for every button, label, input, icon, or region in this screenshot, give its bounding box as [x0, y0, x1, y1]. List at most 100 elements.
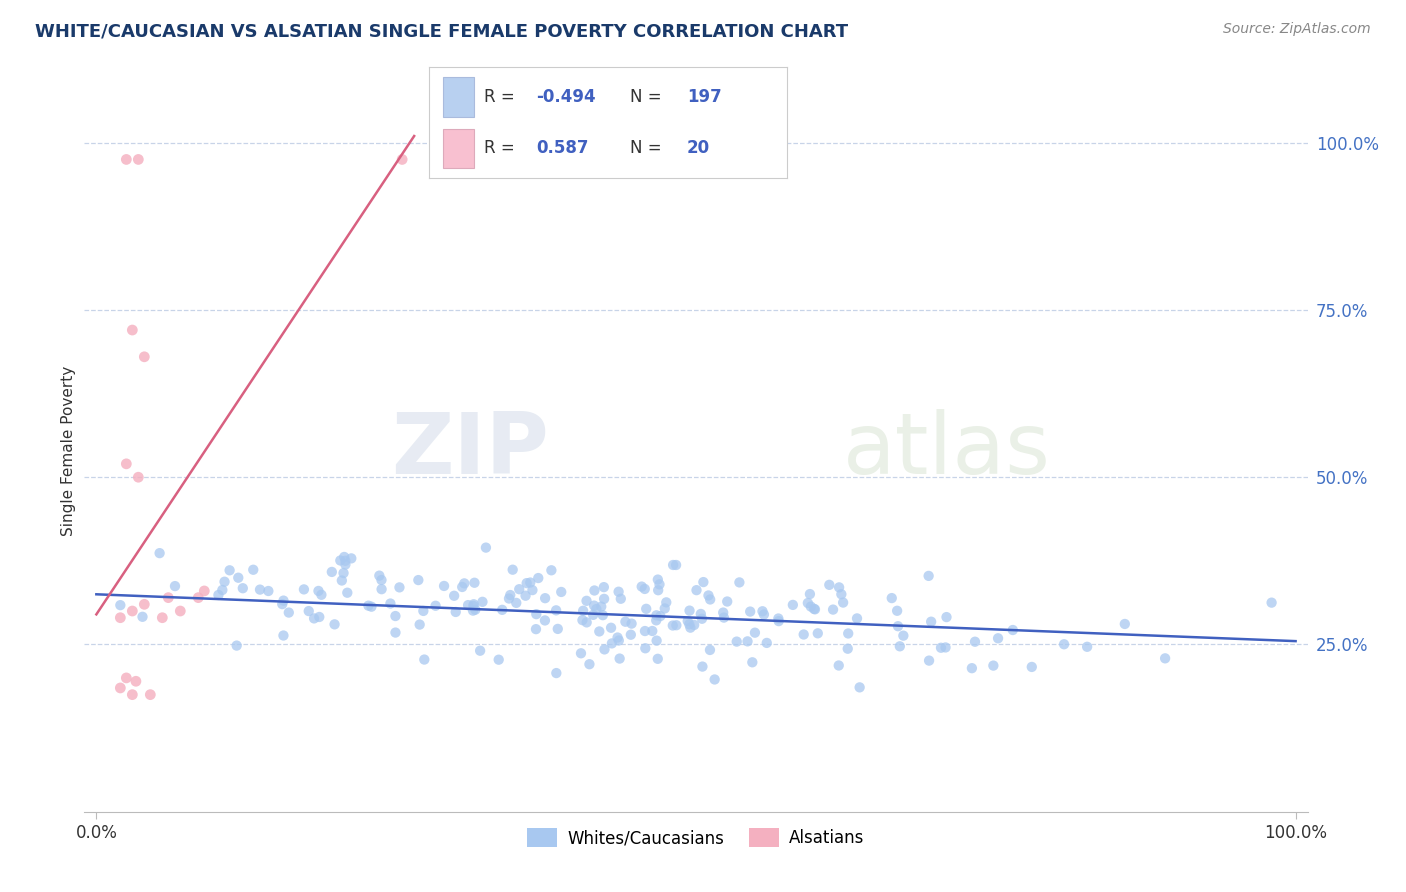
Point: [929, 640, 952, 655]
Point: [828, 658, 851, 673]
Point: [575, 615, 598, 630]
Point: [583, 599, 606, 613]
Point: [676, 614, 699, 628]
Point: [768, 611, 790, 625]
Point: [546, 666, 568, 681]
Text: Source: ZipAtlas.com: Source: ZipAtlas.com: [1223, 22, 1371, 37]
Point: [271, 597, 294, 611]
Point: [645, 633, 668, 648]
Point: [163, 579, 186, 593]
Point: [583, 583, 606, 598]
Point: [121, 323, 143, 337]
Point: [332, 566, 354, 580]
Point: [335, 558, 357, 572]
Point: [641, 624, 664, 638]
Point: [690, 612, 713, 626]
Point: [804, 602, 827, 616]
Point: [193, 584, 215, 599]
Point: [662, 618, 685, 632]
Text: ZIP: ZIP: [391, 409, 550, 492]
Point: [1076, 640, 1098, 654]
Point: [610, 591, 633, 606]
Point: [232, 581, 254, 595]
Point: [471, 595, 494, 609]
Point: [728, 575, 751, 590]
Point: [498, 591, 520, 606]
Point: [515, 589, 537, 603]
Point: [665, 558, 688, 572]
Point: [125, 674, 148, 689]
Point: [592, 580, 614, 594]
Point: [889, 640, 911, 654]
Point: [218, 563, 240, 577]
Point: [837, 626, 859, 640]
Point: [311, 588, 333, 602]
Point: [703, 673, 725, 687]
Point: [983, 658, 1005, 673]
Text: N =: N =: [630, 139, 666, 157]
Point: [308, 610, 330, 624]
Point: [830, 587, 852, 601]
Point: [755, 636, 778, 650]
Point: [800, 599, 823, 614]
Point: [464, 603, 486, 617]
Point: [249, 582, 271, 597]
Point: [1114, 617, 1136, 632]
Text: atlas: atlas: [842, 409, 1050, 492]
Point: [685, 583, 707, 598]
Point: [360, 599, 382, 614]
Point: [768, 614, 790, 628]
Point: [572, 604, 595, 618]
Point: [578, 657, 600, 672]
Point: [917, 569, 939, 583]
Point: [321, 565, 343, 579]
Point: [697, 589, 720, 603]
Point: [650, 609, 672, 624]
Point: [150, 611, 173, 625]
Point: [368, 568, 391, 582]
Point: [634, 582, 657, 596]
Point: [782, 598, 804, 612]
Point: [502, 563, 524, 577]
Point: [157, 591, 180, 605]
Point: [115, 671, 138, 685]
Point: [463, 575, 485, 590]
Point: [370, 573, 392, 587]
Point: [457, 598, 479, 612]
Point: [571, 613, 593, 627]
Point: [257, 584, 280, 599]
Point: [634, 624, 657, 638]
Point: [413, 652, 436, 666]
Point: [127, 153, 149, 167]
Point: [527, 571, 550, 585]
Point: [540, 563, 562, 577]
Point: [127, 470, 149, 484]
Point: [499, 588, 522, 602]
Point: [600, 621, 623, 635]
Point: [832, 596, 855, 610]
Point: [508, 582, 530, 597]
Point: [211, 582, 233, 597]
Point: [149, 546, 172, 560]
Text: R =: R =: [485, 88, 520, 106]
Point: [793, 627, 815, 641]
Point: [593, 642, 616, 657]
Point: [634, 641, 657, 656]
Point: [340, 551, 363, 566]
Point: [699, 643, 721, 657]
Point: [752, 607, 775, 622]
Point: [987, 632, 1010, 646]
Text: -0.494: -0.494: [537, 88, 596, 106]
Point: [713, 610, 735, 624]
Point: [134, 350, 156, 364]
Point: [391, 153, 413, 167]
Point: [751, 604, 773, 618]
Point: [575, 594, 598, 608]
Point: [1154, 651, 1177, 665]
Point: [298, 604, 321, 618]
Point: [505, 596, 527, 610]
Point: [689, 607, 711, 621]
Point: [620, 616, 643, 631]
Text: 20: 20: [688, 139, 710, 157]
Point: [592, 608, 614, 623]
